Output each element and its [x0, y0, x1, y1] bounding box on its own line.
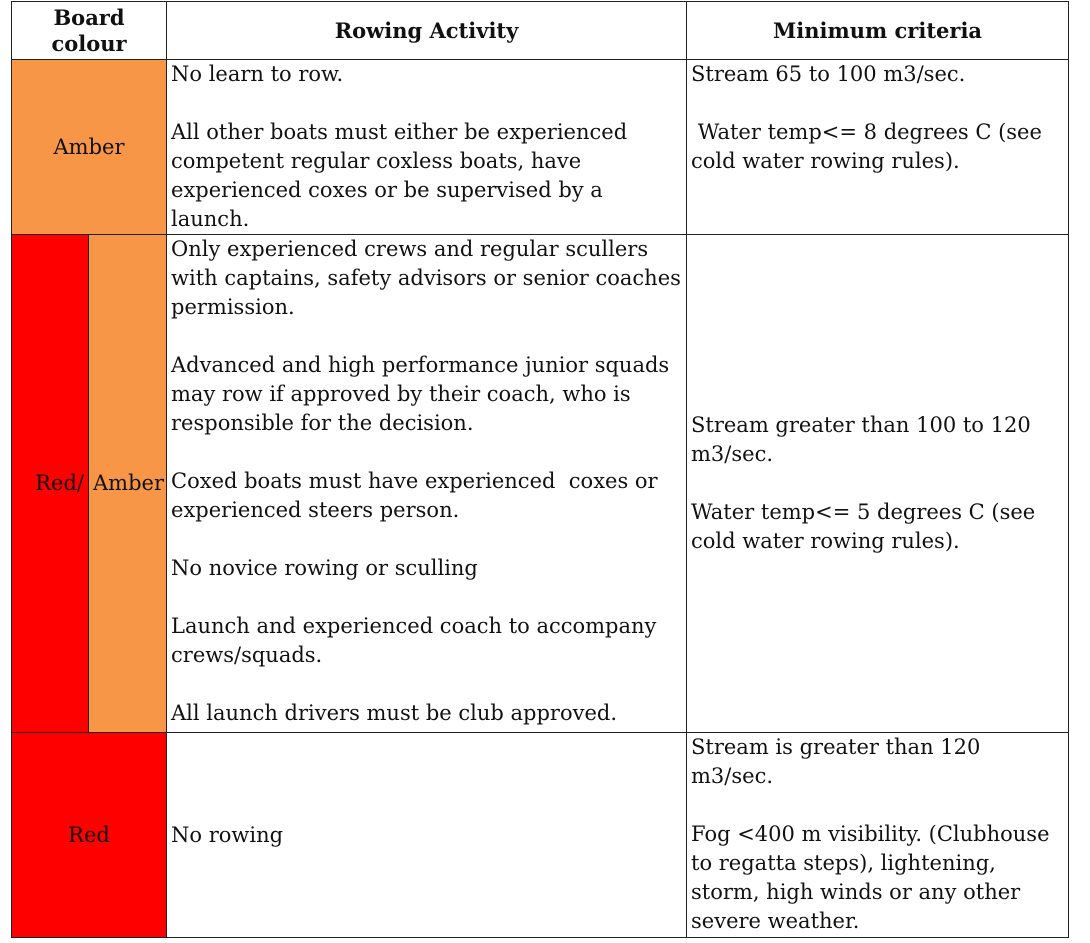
- rowing-activity-cell: No learn to row. All other boats must ei…: [166, 59, 688, 235]
- activity-text: Only experienced crews and regular scull…: [171, 237, 688, 319]
- activity-text: No novice rowing or sculling: [171, 556, 478, 580]
- rowing-activity-cell: No rowing: [166, 732, 688, 938]
- board-colour-red: Red: [10, 732, 168, 938]
- minimum-criteria-cell: Stream greater than 100 to 120 m3/sec. W…: [686, 234, 1070, 733]
- table-header-row: Board colour Rowing Activity Minimum cri…: [10, 1, 1070, 60]
- rowing-activity-cell: Only experienced crews and regular scull…: [166, 234, 688, 733]
- activity-text: No rowing: [171, 822, 284, 847]
- minimum-criteria-cell: Stream 65 to 100 m3/sec. Water temp<= 8 …: [686, 59, 1070, 235]
- header-board-colour: Board colour: [10, 1, 168, 60]
- criteria-text: Water temp<= 8 degrees C (see cold water…: [691, 120, 1049, 173]
- table-row-red: Red No rowing Stream is greater than 120…: [10, 732, 1070, 938]
- board-colour-label: Red/: [35, 471, 84, 495]
- table-row-amber: Amber No learn to row. All other boats m…: [10, 59, 1070, 235]
- minimum-criteria-cell: Stream is greater than 120 m3/sec. Fog <…: [686, 732, 1070, 938]
- activity-text: Coxed boats must have experienced coxes …: [171, 469, 665, 522]
- table-row-red-amber: Red/ Amber Only experienced crews and re…: [11, 234, 1070, 733]
- activity-text: No learn to row.: [171, 62, 344, 86]
- criteria-text: Stream is greater than 120 m3/sec.: [691, 735, 988, 788]
- activity-text: Launch and experienced coach to accompan…: [171, 614, 664, 667]
- header-minimum-criteria: Minimum criteria: [686, 1, 1070, 60]
- activity-text: All other boats must either be experienc…: [171, 120, 634, 231]
- criteria-text: Water temp<= 5 degrees C (see cold water…: [691, 500, 1042, 553]
- activity-text: All launch drivers must be club approved…: [171, 701, 618, 725]
- board-colour-red-part: Red/: [11, 234, 89, 733]
- criteria-text: Fog <400 m visibility. (Clubhouse to reg…: [691, 822, 1057, 933]
- criteria-text: Stream 65 to 100 m3/sec.: [691, 62, 966, 86]
- board-colour-amber: Amber: [10, 59, 168, 235]
- board-colour-label: Amber: [93, 471, 164, 495]
- board-colour-label: Amber: [53, 134, 125, 159]
- board-colour-label: Red: [68, 822, 110, 847]
- header-rowing-activity: Rowing Activity: [166, 1, 688, 60]
- activity-text: Advanced and high performance junior squ…: [171, 353, 676, 435]
- board-colour-rules-table: Board colour Rowing Activity Minimum cri…: [10, 1, 1070, 938]
- criteria-text: Stream greater than 100 to 120 m3/sec.: [691, 413, 1038, 466]
- board-colour-amber-part: Amber: [87, 234, 168, 733]
